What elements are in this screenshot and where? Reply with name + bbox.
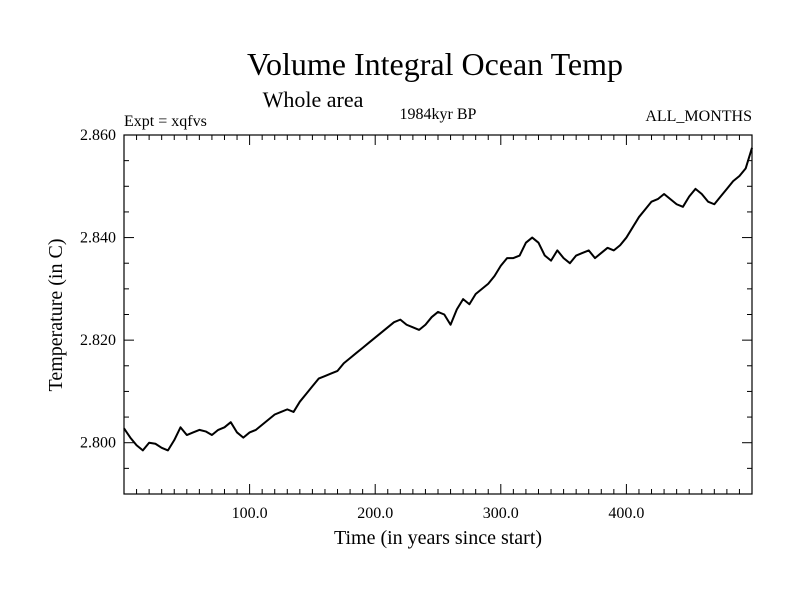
y-tick-labels: 2.800 2.820 2.840 2.860 — [80, 127, 116, 452]
temperature-series-line — [123, 147, 753, 452]
x-tick-label: 200.0 — [357, 505, 393, 522]
y-tick-label: 2.800 — [80, 435, 116, 452]
chart-title: Volume Integral Ocean Temp — [247, 46, 623, 82]
x-tick-label: 100.0 — [232, 505, 268, 522]
chart-subtitle: Whole area — [263, 87, 364, 112]
y-tick-label: 2.820 — [80, 332, 116, 349]
y-axis-label: Temperature (in C) — [45, 239, 67, 392]
period-label: 1984kyr BP — [400, 106, 477, 123]
x-axis-label: Time (in years since start) — [334, 527, 542, 549]
expt-label: Expt = xqfvs — [124, 113, 207, 130]
plot-frame — [123, 134, 753, 495]
x-tick-label: 300.0 — [483, 505, 519, 522]
y-tick-label: 2.840 — [80, 230, 116, 247]
months-label: ALL_MONTHS — [645, 108, 752, 125]
x-tick-label: 400.0 — [608, 505, 644, 522]
x-tick-labels: 100.0 200.0 300.0 400.0 — [232, 505, 645, 522]
axis-ticks — [124, 135, 752, 494]
y-tick-label: 2.860 — [80, 127, 116, 144]
